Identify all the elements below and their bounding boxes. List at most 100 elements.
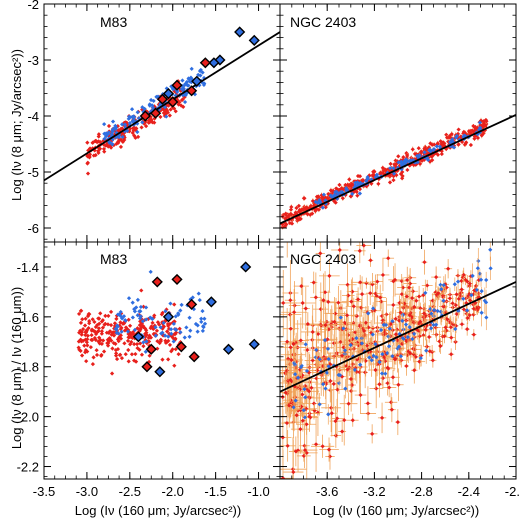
data-point [288,207,294,212]
data-point [105,132,111,137]
data-point [116,331,121,336]
data-point [341,326,346,331]
data-point [85,343,90,348]
y-tick-label: -1.6 [17,310,39,325]
data-point [295,448,301,453]
data-point [345,282,350,287]
data-point [403,311,408,316]
data-point [112,321,118,326]
data-point [404,294,409,299]
data-point [163,318,168,323]
data-point [167,342,173,348]
data-point [119,316,125,321]
data-point [408,351,413,356]
data-point [370,282,375,287]
data-point [364,343,370,348]
data-point [94,352,100,358]
data-point [143,124,149,129]
data-point [198,73,203,78]
data-point [357,187,363,192]
data-point [299,404,304,409]
data-point [80,317,85,322]
data-point [396,344,402,349]
data-point [110,119,116,124]
data-point [451,322,456,327]
data-point [154,328,160,333]
data-point [132,309,138,314]
data-point [83,316,88,321]
data-point [303,342,308,347]
data-point [201,75,207,81]
data-point [314,347,319,353]
data-point [288,211,294,217]
data-point [333,311,338,316]
data-point [202,321,208,326]
data-point [473,127,478,133]
fit-line [280,114,516,225]
data-point [135,297,140,303]
data-point [338,190,343,195]
data-point [311,401,317,406]
data-point [285,214,290,219]
data-point [113,347,118,353]
data-point [468,142,473,148]
data-point [340,187,346,192]
data-point [313,295,318,300]
highlight-point [222,343,235,355]
data-point [96,132,102,137]
data-point [293,449,298,454]
data-point [439,286,444,292]
fit-line [44,31,280,182]
x-tick-label: -3.2 [363,484,385,499]
data-point [304,450,309,455]
data-point [441,304,446,309]
data-point [292,384,297,389]
data-point [422,150,427,155]
data-point [357,174,363,179]
data-point [298,365,304,370]
data-point [340,196,345,201]
data-point [141,343,146,349]
data-point [349,181,354,186]
data-point [101,349,107,354]
data-point [329,194,334,199]
data-point [358,362,363,367]
data-point [431,147,436,153]
data-point [456,127,461,132]
data-point [379,313,385,319]
data-point [391,279,396,284]
data-point [147,353,152,358]
data-point [372,169,377,174]
data-point [139,125,144,130]
data-point [179,87,184,92]
data-point [310,358,315,363]
data-point [177,100,182,105]
data-point [187,315,192,320]
data-point [351,304,356,309]
highlight-point [145,343,157,355]
highlight-point [171,273,183,286]
highlight-point [149,107,162,119]
data-point [304,368,310,374]
data-point [116,335,122,340]
data-point [291,402,297,407]
data-point [111,126,116,131]
panel-ngc2403-bottom: -3.6 -3.2 -2.8 -2.4 -2.0 [279,241,520,499]
data-point [478,277,484,282]
data-point [416,146,421,151]
data-point [410,336,415,342]
data-point [343,386,348,391]
data-point [161,320,166,326]
data-point [164,307,169,312]
data-point [391,302,396,308]
data-point [143,326,148,331]
data-point [118,333,123,338]
data-point [444,135,450,140]
data-point [318,251,323,256]
data-point [298,338,303,343]
data-point [373,342,378,347]
data-point [392,163,398,168]
highlight-point [171,79,183,91]
data-point [298,216,303,221]
data-point [283,223,288,229]
